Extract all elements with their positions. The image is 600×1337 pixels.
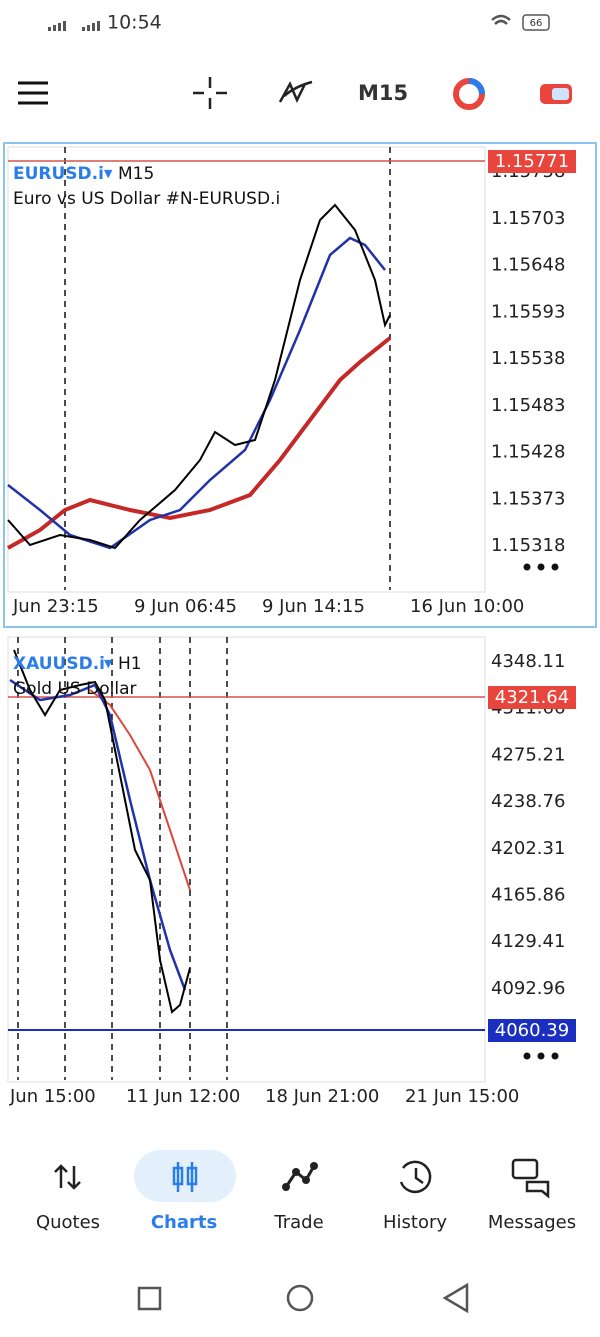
symbol-description: Gold US Dollar (13, 679, 136, 699)
clock: 10:54 (107, 12, 162, 34)
moving-average-mid (9, 678, 187, 991)
moving-average-slow (89, 689, 191, 891)
active-tab-highlight (134, 1150, 236, 1202)
symbol: EURUSD.i (13, 164, 104, 184)
price-tag (488, 150, 576, 173)
time-axis: Jun 15:00 11 Jun 12:00 18 Jun 21:00 21 Jun … (9, 1086, 519, 1107)
trade-icon (284, 1165, 316, 1188)
time-axis-label: 21 Jun 15:00 (405, 1086, 519, 1107)
price-axis-label: 1.15703 (491, 208, 565, 229)
time-axis-label: 16 Jun 10:00 (410, 596, 524, 617)
wifi-icon (491, 14, 511, 25)
price-axis-label: 4129.41 (491, 931, 565, 952)
price-tag-label: 4321.64 (495, 687, 569, 708)
symbol-menu-arrow: ▼ (104, 167, 113, 180)
indicators-button[interactable] (278, 80, 313, 103)
price-axis: 4348.114311.664275.214238.764202.314165.… (491, 651, 565, 999)
price-axis-label: 4165.86 (491, 885, 565, 906)
tab-label[interactable]: History (383, 1212, 447, 1233)
tab-label[interactable]: Quotes (36, 1212, 100, 1233)
time-axis-label: 11 Jun 12:00 (126, 1086, 240, 1107)
tab-label[interactable]: Messages (488, 1212, 576, 1233)
price-axis-label: 4275.21 (491, 744, 565, 765)
price-axis-label: 1.15373 (491, 488, 565, 509)
moving-average-slow (7, 336, 392, 550)
plot-area (7, 146, 486, 593)
price-axis-label: 1.15593 (491, 301, 565, 322)
tab-label[interactable]: Trade (273, 1212, 323, 1233)
bottom-navigation: Quotes Charts Trade History Messages (36, 1212, 576, 1233)
charts-icon (172, 1162, 198, 1192)
plot-area[interactable] (7, 636, 486, 1083)
price-tag (488, 1019, 576, 1042)
price-axis-label: 1.15648 (491, 255, 565, 276)
objects-icon-part (468, 78, 485, 95)
menu-button[interactable] (18, 81, 48, 105)
timeframe: M15 (118, 164, 154, 184)
time-axis-label: 18 Jun 21:00 (265, 1086, 379, 1107)
trade-icon-part (552, 88, 569, 100)
timeframe: H1 (118, 654, 142, 674)
price-axis-label: 1.15318 (491, 535, 565, 556)
timeframe-button[interactable]: M15 (358, 81, 408, 105)
price-tag-label: 4060.39 (495, 1020, 569, 1041)
time-axis-label: 9 Jun 14:15 (262, 596, 365, 617)
quotes-icon (54, 1164, 81, 1190)
price-axis-label: 4348.11 (491, 651, 565, 672)
price-axis: 1.157581.157031.156481.155931.155381.154… (491, 161, 565, 556)
crosshair-button[interactable] (193, 77, 227, 109)
more-button[interactable] (523, 1052, 559, 1060)
period-separators (64, 147, 391, 590)
back-button[interactable] (442, 1282, 469, 1314)
symbol-description: Euro vs US Dollar #N-EURUSD.i (13, 189, 280, 209)
time-axis-label: Jun 15:00 (9, 1086, 96, 1107)
price-axis-label: 4092.96 (491, 978, 565, 999)
moving-average-fast (7, 203, 391, 550)
symbol-menu-arrow: ▼ (104, 657, 113, 670)
price-axis-label: 1.15538 (491, 348, 565, 369)
messages-icon (511, 1158, 550, 1199)
chart-frame[interactable] (3, 142, 597, 628)
price-tag-label: 1.15771 (495, 151, 569, 172)
battery-level: 66 (530, 18, 543, 29)
period-separators (17, 637, 228, 1080)
home-button[interactable] (286, 1284, 314, 1312)
more-button[interactable] (523, 563, 559, 571)
tab-label[interactable]: Charts (151, 1212, 217, 1233)
time-axis-label: 9 Jun 06:45 (134, 596, 237, 617)
moving-average-fast (13, 649, 191, 1014)
price-axis-label: 1.15428 (491, 442, 565, 463)
history-icon (399, 1160, 432, 1194)
price-axis-label: 4238.76 (491, 791, 565, 812)
price-tag (488, 686, 576, 709)
trade-icon-dots (282, 1162, 318, 1191)
battery-icon (522, 14, 550, 31)
time-axis: Jun 23:15 9 Jun 06:45 9 Jun 14:15 16 Jun 10… (12, 596, 524, 617)
symbol: XAUUSD.i (13, 654, 105, 674)
price-axis-label: 4202.31 (491, 838, 565, 859)
signal-icons (48, 21, 100, 31)
price-axis-label: 1.15483 (491, 395, 565, 416)
time-axis-label: Jun 23:15 (12, 596, 99, 617)
recents-button[interactable] (137, 1286, 162, 1311)
